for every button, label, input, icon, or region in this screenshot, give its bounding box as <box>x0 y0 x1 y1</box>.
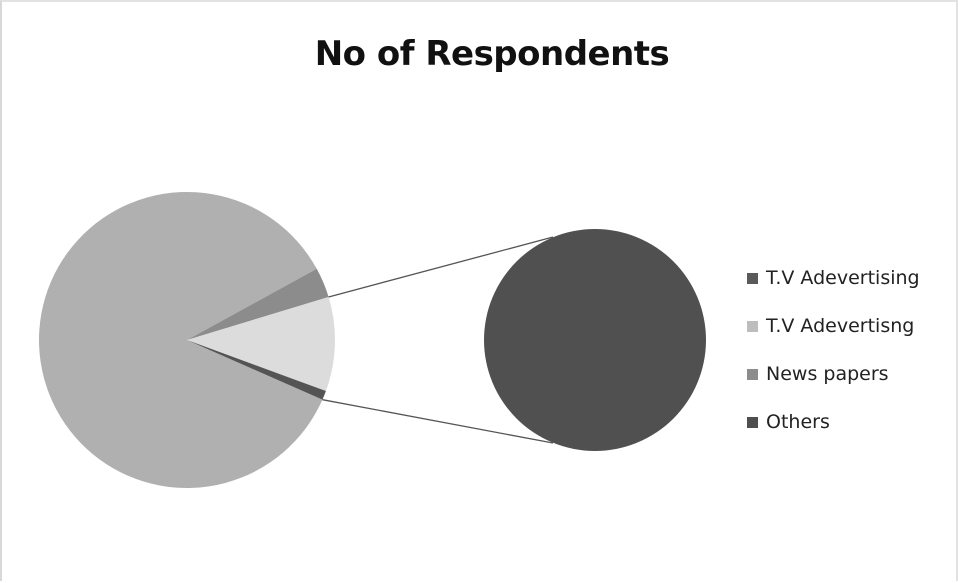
legend-swatch <box>747 320 758 332</box>
legend-label: Others <box>766 411 830 433</box>
legend-label: News papers <box>766 363 889 385</box>
pie-slice-t-v-adevertising <box>38 191 323 488</box>
connector-line-top <box>328 236 554 298</box>
legend-swatch <box>747 272 758 284</box>
chart-title: No of Respondents <box>314 34 670 74</box>
legend-label: T.V Adevertising <box>766 267 920 289</box>
legend-swatch <box>747 368 758 380</box>
pie-slice-others <box>187 340 326 400</box>
legend-item-t-v-adevertisng: T.V Adevertisng <box>747 302 952 350</box>
secondary-pie-slice-others <box>484 229 706 451</box>
legend-item-t-v-adevertising: T.V Adevertising <box>747 254 952 302</box>
legend-swatch <box>747 416 758 428</box>
connector-line-bottom <box>322 399 554 444</box>
legend-label: T.V Adevertisng <box>766 315 915 337</box>
chart-legend: T.V Adevertising T.V Adevertisng News pape… <box>747 254 952 446</box>
legend-item-others: Others <box>747 398 952 446</box>
pie-slice-news-papers <box>187 268 329 340</box>
pie-slice-t-v-adevertisng <box>187 296 335 392</box>
legend-item-news-papers: News papers <box>747 350 952 398</box>
